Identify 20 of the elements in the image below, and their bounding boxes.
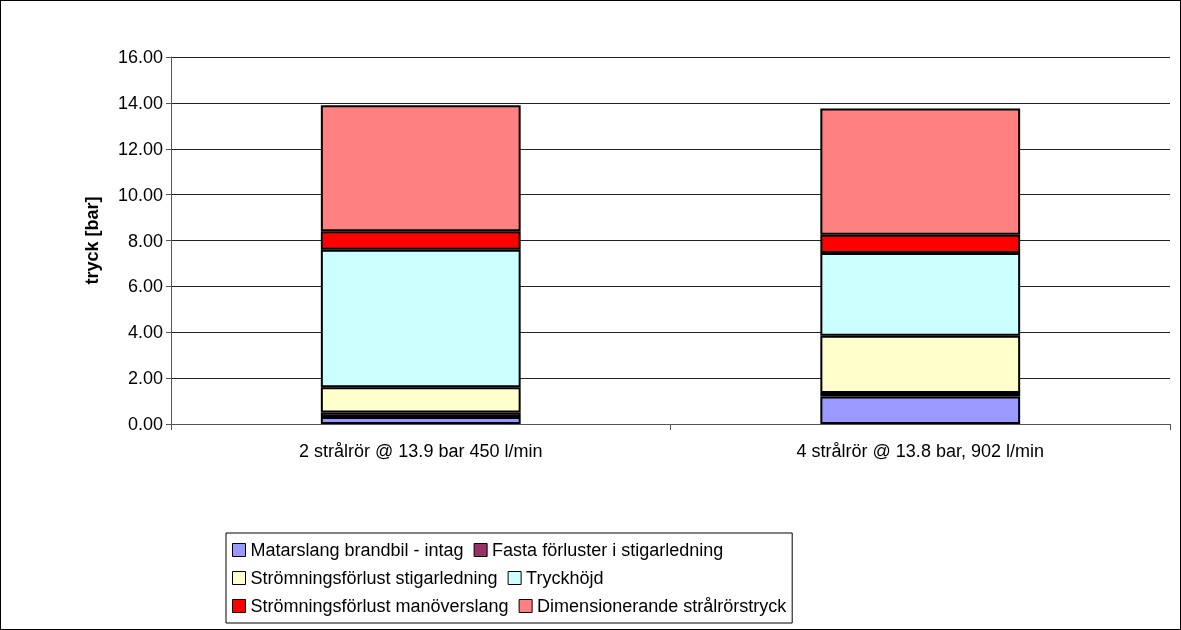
x-tick-label: 4 strålrör @ 13.8 bar, 902 l/min (796, 441, 1044, 461)
bar (820, 396, 1021, 424)
y-tick-label: 8.00 (127, 230, 163, 251)
legend-label: Dimensionerande strålrörstryck (537, 596, 788, 616)
y-tick-label: 0.00 (127, 414, 163, 434)
y-tick-label: 4.00 (127, 322, 163, 343)
y-axis-title: tryck [bar] (82, 196, 102, 285)
legend-label: Matarslang brandbil - intag (250, 540, 464, 560)
x-tick-label: 2 strålrör @ 13.9 bar 450 l/min (299, 441, 543, 461)
y-tick-label: 2.00 (127, 368, 163, 389)
y-tick-label: 16.00 (117, 47, 163, 67)
legend-label: Strömningsförlust manöverslang (250, 596, 509, 616)
y-tick-label: 12.00 (117, 138, 163, 159)
y-tick-label: 10.00 (117, 184, 163, 205)
legend-label: Fasta förluster i stigarledning (492, 540, 724, 560)
legend-label: Tryckhöjd (526, 568, 604, 588)
y-tick-label: 6.00 (127, 276, 163, 297)
legend-label: Strömningsförlust stigarledning (250, 568, 498, 588)
bar (320, 417, 521, 424)
y-tick-label: 14.00 (117, 92, 163, 113)
